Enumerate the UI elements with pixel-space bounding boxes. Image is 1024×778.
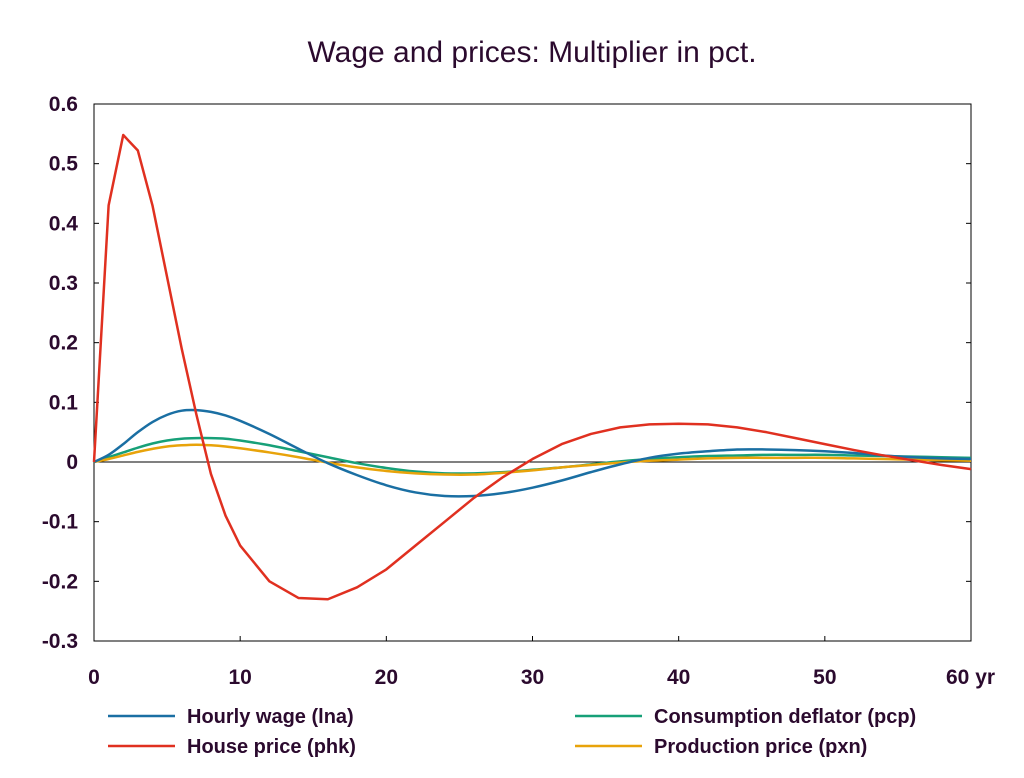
x-tick-label: 30: [521, 666, 544, 689]
legend: Hourly wage (lna) House price (phk) Consum…: [108, 706, 916, 758]
x-tick-label: 20: [375, 666, 398, 689]
chart-title: Wage and prices: Multiplier in pct.: [307, 36, 756, 69]
series-line-production-price-pxn: [93, 443, 972, 476]
series-line-hourly-wage-lna: [93, 408, 972, 498]
y-tick-label: 0: [66, 451, 78, 474]
y-tick-label: 0.2: [49, 332, 78, 355]
legend-label-consumption-deflator-pcp: Consumption deflator (pcp): [654, 706, 916, 728]
x-tick-label: 10: [228, 666, 251, 689]
x-tick-label: 0: [88, 666, 100, 689]
y-tick-label: 0.1: [49, 391, 79, 414]
x-tick-label: 40: [667, 666, 690, 689]
y-tick-label: 0.5: [49, 153, 79, 176]
series-line-house-price-phk: [92, 133, 972, 601]
y-tick-label: -0.1: [42, 511, 79, 534]
plot-frame: [93, 103, 972, 642]
x-tick-label: 50: [813, 666, 836, 689]
legend-label-hourly-wage-lna: Hourly wage (lna): [187, 706, 354, 728]
y-tick-label: 0.4: [49, 212, 79, 235]
y-tick-label: 0.3: [49, 272, 78, 295]
plot-area: -0.3 -0.2 -0.1 0 0.1 0.2 0.3 0.4 0.5 0.6 0 10 20 30 40…: [42, 93, 995, 689]
legend-label-production-price-pxn: Production price (pxn): [654, 736, 867, 758]
y-tick-label: -0.2: [42, 570, 78, 593]
legend-label-house-price-phk: House price (phk): [187, 736, 356, 758]
series-line-consumption-deflator-pcp: [93, 436, 972, 475]
y-tick-label: 0.6: [49, 93, 78, 116]
y-tick-label: -0.3: [42, 630, 78, 653]
x-tick-label: 60 yr: [946, 666, 995, 689]
